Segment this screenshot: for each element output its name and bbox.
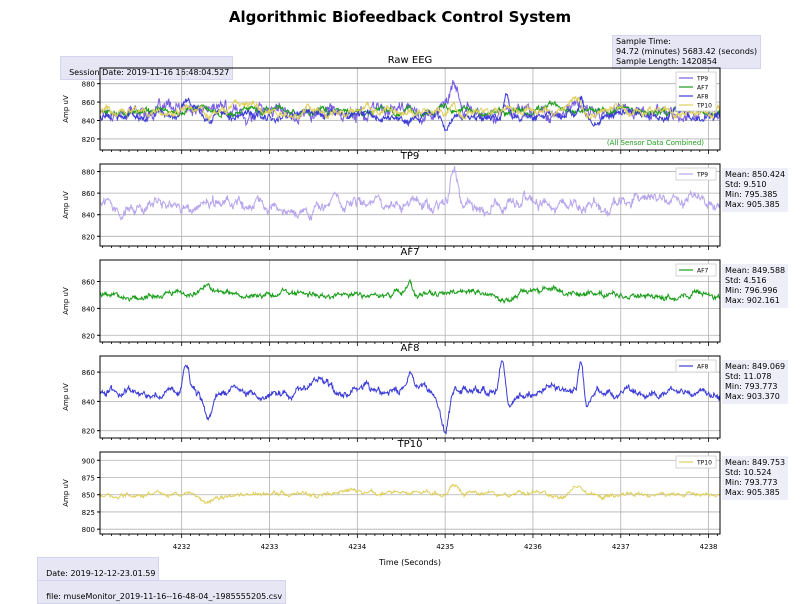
stats-max: Max: 903.370 xyxy=(725,392,780,401)
y-tick-label: 880 xyxy=(82,81,95,89)
x-tick-label: 4233 xyxy=(261,543,279,551)
y-tick-label: 820 xyxy=(82,428,95,436)
legend-box xyxy=(675,455,717,469)
stats-box-af7: Mean: 849.588 Std: 4.516 Min: 796.996 Ma… xyxy=(722,264,789,308)
stats-min: Min: 795.385 xyxy=(725,190,778,199)
chart-annotation: (All Sensor Data Combined) xyxy=(607,139,704,147)
y-axis-label: Amp uV xyxy=(62,479,70,507)
y-tick-label: 800 xyxy=(82,526,95,534)
x-axis-label: Time (Seconds) xyxy=(378,558,441,567)
stats-std: Std: 11.078 xyxy=(725,372,772,381)
sample-length-value: Sample Length: 1420854 xyxy=(616,57,717,66)
x-tick-label: 4237 xyxy=(612,543,630,551)
y-tick-label: 820 xyxy=(82,332,95,340)
x-tick-label: 4234 xyxy=(348,543,366,551)
x-tick-label: 4232 xyxy=(173,543,191,551)
y-tick-label: 820 xyxy=(82,136,95,144)
stats-min: Min: 793.773 xyxy=(725,382,778,391)
legend-box xyxy=(675,359,717,373)
stats-min: Min: 796.996 xyxy=(725,286,778,295)
page-title: Algorithmic Biofeedback Control System xyxy=(228,8,572,26)
legend-label: TP10 xyxy=(696,460,712,467)
footer-date-text: Date: 2019-12-12-23.01.59 xyxy=(46,569,156,578)
y-axis-label: Amp uV xyxy=(62,191,70,219)
y-axis-label: Amp uV xyxy=(62,383,70,411)
stats-mean: Mean: 849.753 xyxy=(725,458,786,467)
series-line-af8 xyxy=(100,92,720,132)
stats-max: Max: 905.385 xyxy=(725,200,780,209)
stats-box-tp10: Mean: 849.753 Std: 10.524 Min: 793.773 M… xyxy=(722,456,789,500)
chart-title: Raw EEG xyxy=(388,55,433,66)
y-tick-label: 875 xyxy=(82,474,95,482)
stats-mean: Mean: 849.588 xyxy=(725,266,786,275)
series-line-tp10 xyxy=(100,95,720,122)
legend-box xyxy=(675,167,717,181)
chart-panel-2: 820 840 860 AF7 Amp uV AF7 xyxy=(62,247,721,346)
series-line-af8 xyxy=(100,360,720,435)
chart-panel-0: 820 840 860 880 Raw EEG Amp uV TP9 AF7 AF8 TP10 (A… xyxy=(62,55,721,154)
series-line-tp9 xyxy=(100,166,720,221)
y-tick-label: 820 xyxy=(82,233,95,241)
stats-std: Std: 9.510 xyxy=(725,180,767,189)
x-tick-label: 4238 xyxy=(700,543,718,551)
y-tick-label: 840 xyxy=(82,212,95,220)
legend-label: AF7 xyxy=(697,268,709,275)
y-tick-label: 840 xyxy=(82,305,95,313)
legend-label: AF7 xyxy=(697,85,709,92)
stats-mean: Mean: 849.069 xyxy=(725,362,786,371)
legend-box xyxy=(675,263,717,277)
stats-std: Std: 10.524 xyxy=(725,468,772,477)
stats-min: Min: 793.773 xyxy=(725,478,778,487)
stats-box-af8: Mean: 849.069 Std: 11.078 Min: 793.773 M… xyxy=(722,360,789,404)
sample-time-label: Sample Time: xyxy=(616,37,671,46)
chart-title: TP9 xyxy=(400,151,420,162)
y-axis-label: Amp uV xyxy=(62,287,70,315)
chart-panel-1: 820 840 860 880 TP9 Amp uV TP9 xyxy=(62,151,721,250)
chart-title: AF8 xyxy=(401,343,420,354)
chart-panel-3: 820 840 860 AF8 Amp uV AF8 xyxy=(62,343,721,442)
stats-mean: Mean: 850.424 xyxy=(725,170,786,179)
legend-label: AF8 xyxy=(697,94,709,101)
chart-panel-4: 800 825 850 875 900 4232 4233 4234 4235 4236 4237 4… xyxy=(62,439,721,567)
plot-frame xyxy=(99,355,721,439)
stats-std: Std: 4.516 xyxy=(725,276,767,285)
x-tick-label: 4236 xyxy=(524,543,542,551)
y-tick-label: 860 xyxy=(82,190,95,198)
footer-file-text: file: museMonitor_2019-11-16--16-48-04_-… xyxy=(46,592,283,601)
y-tick-label: 840 xyxy=(82,398,95,406)
y-tick-label: 860 xyxy=(82,369,95,377)
y-axis-label: Amp uV xyxy=(62,95,70,123)
sample-time-value: 94.72 (minutes) 5683.42 (seconds) xyxy=(616,47,758,56)
stats-max: Max: 902.161 xyxy=(725,296,780,305)
legend-label: TP9 xyxy=(696,172,708,179)
chart-title: AF7 xyxy=(401,247,420,258)
stats-box-tp9: Mean: 850.424 Std: 9.510 Min: 795.385 Ma… xyxy=(722,168,789,212)
y-tick-label: 860 xyxy=(82,99,95,107)
footer-date-box: Date: 2019-12-12-23.01.59 xyxy=(37,557,160,581)
y-tick-label: 900 xyxy=(82,457,95,465)
chart-title: TP10 xyxy=(397,439,423,450)
session-date-text: Session Date: 2019-11-16 16:48:04.527 xyxy=(69,68,230,77)
y-tick-label: 825 xyxy=(82,509,95,517)
stats-max: Max: 905.385 xyxy=(725,488,780,497)
y-tick-label: 880 xyxy=(82,169,95,177)
plot-frame xyxy=(99,259,721,343)
legend-label: TP10 xyxy=(696,103,712,110)
legend-label: TP9 xyxy=(696,76,708,83)
x-tick-label: 4235 xyxy=(436,543,454,551)
series-line-af7 xyxy=(100,279,720,304)
legend-label: AF8 xyxy=(697,364,709,371)
y-tick-label: 860 xyxy=(82,279,95,287)
series-line-tp10 xyxy=(100,483,720,505)
y-tick-label: 840 xyxy=(82,118,95,126)
y-tick-label: 850 xyxy=(82,492,95,500)
